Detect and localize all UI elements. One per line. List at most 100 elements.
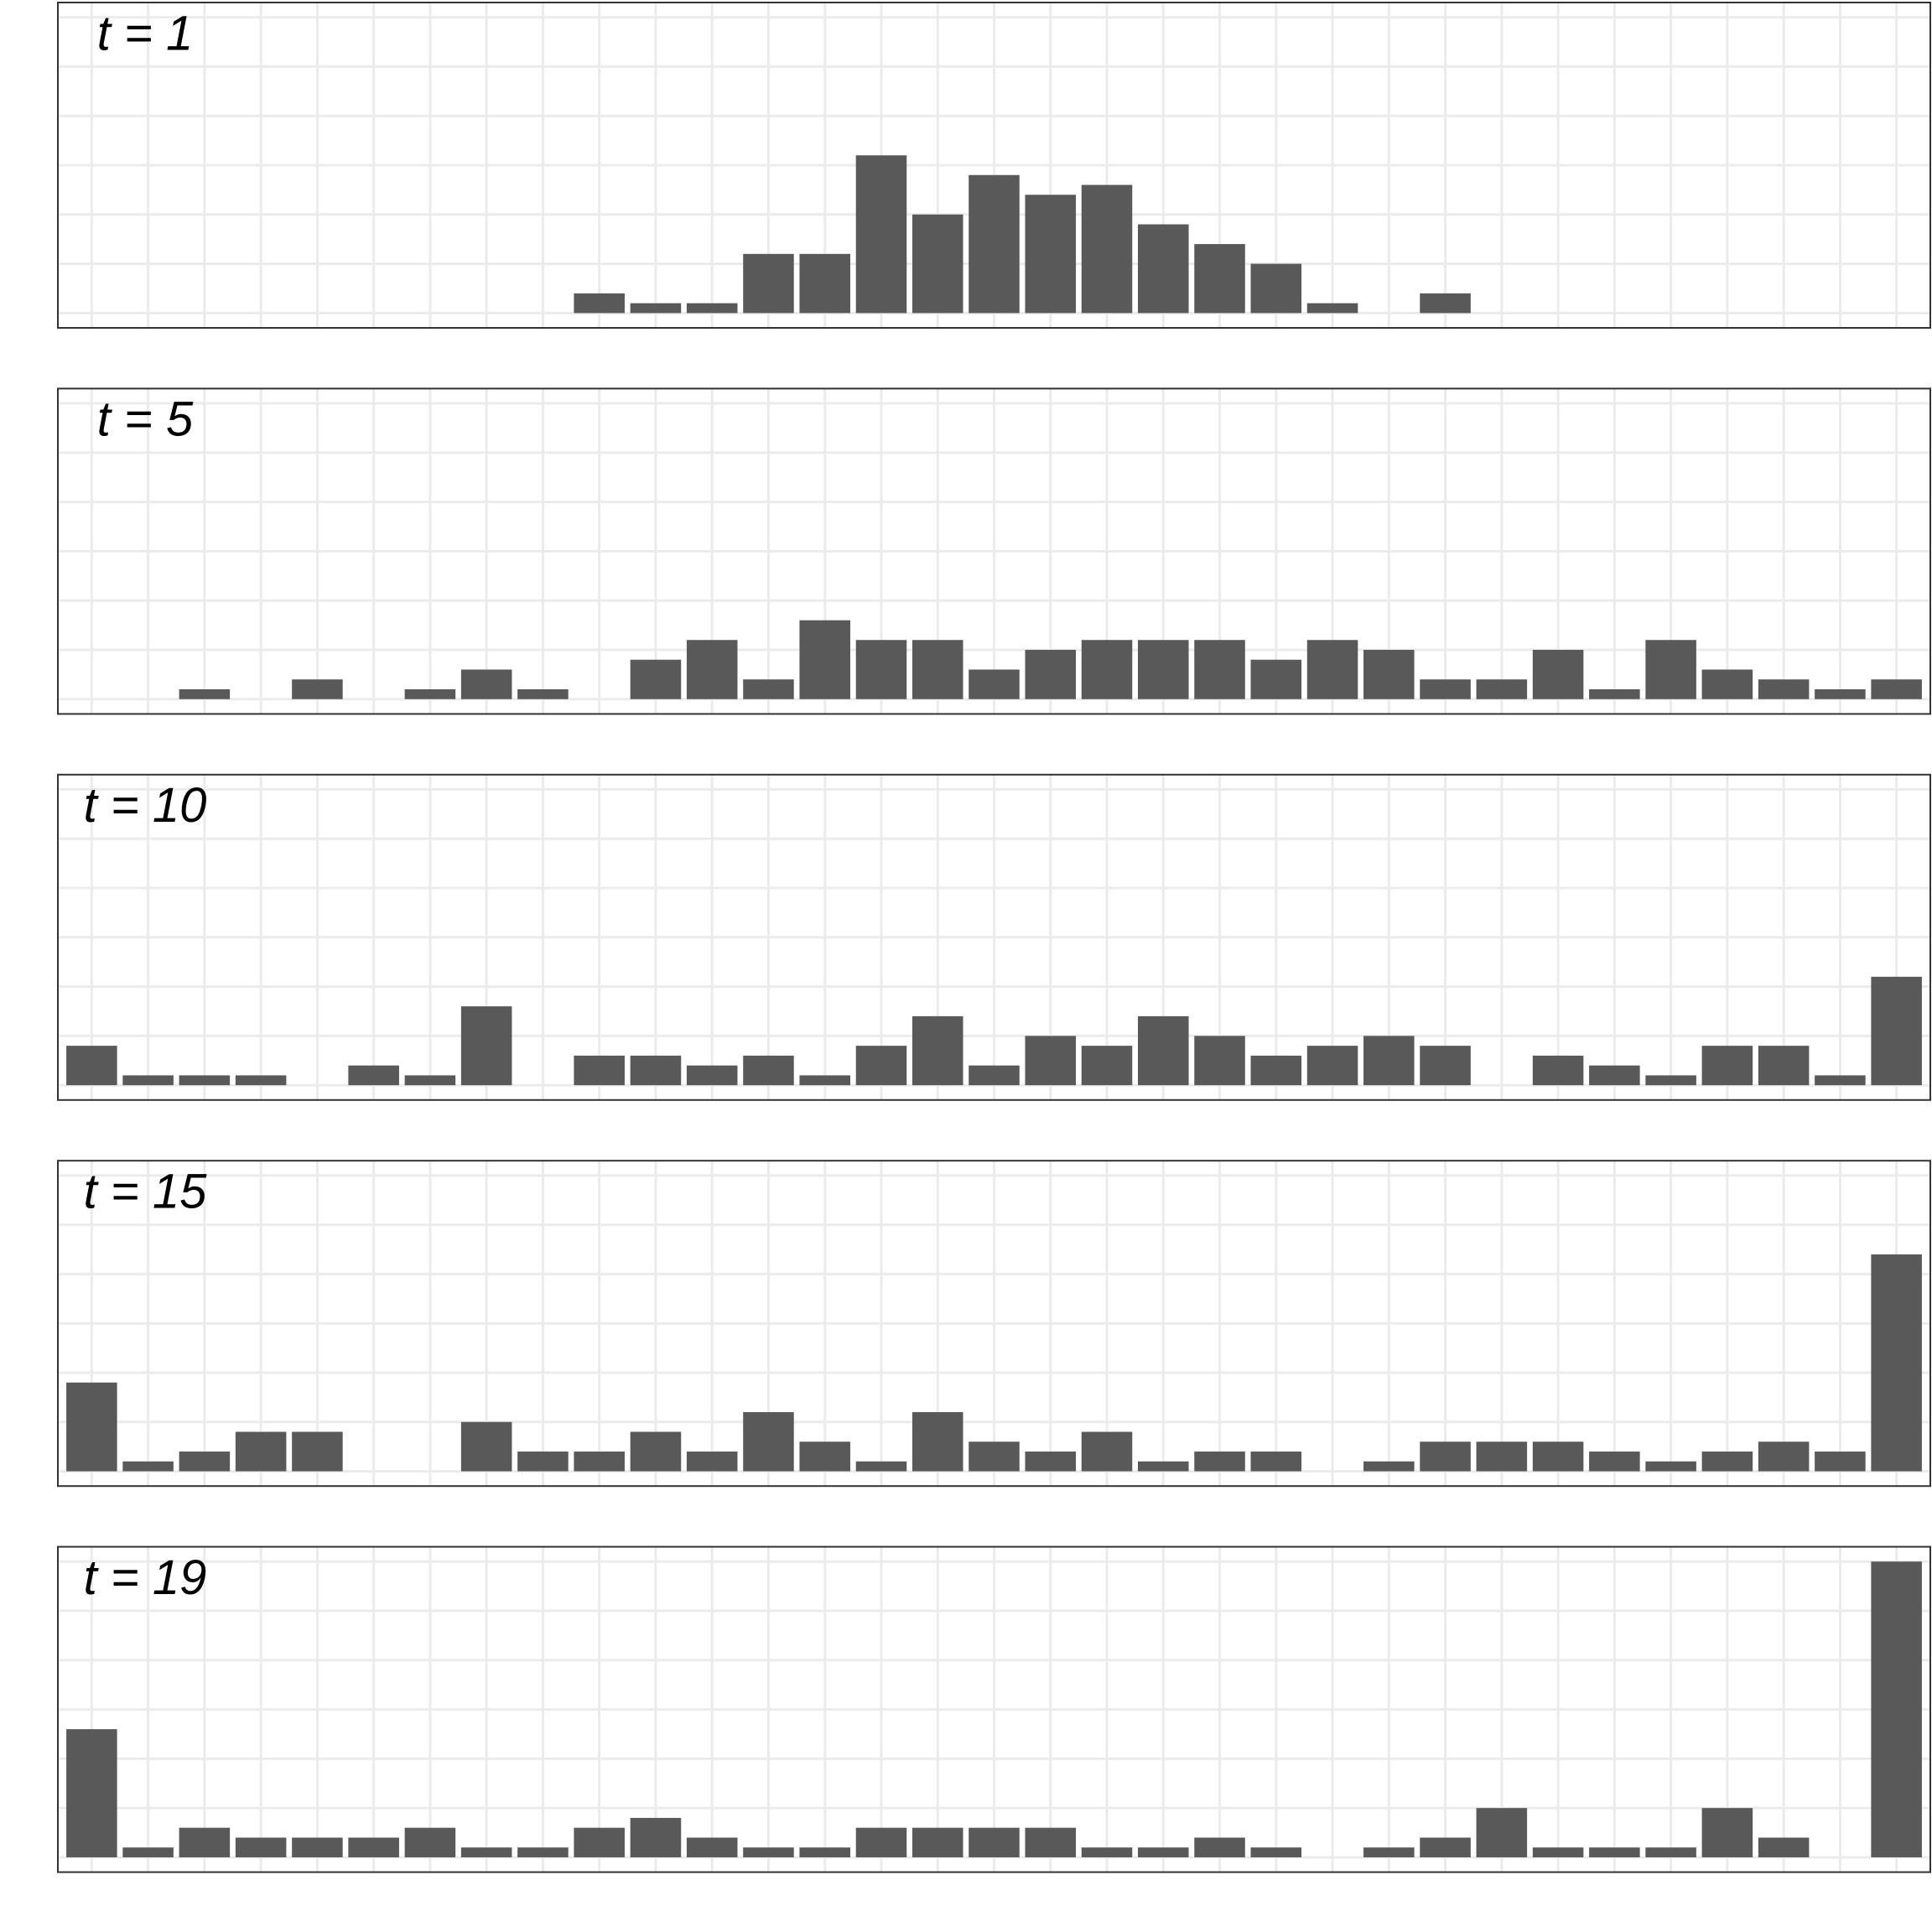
bar: [1701, 1452, 1753, 1472]
bar: [517, 689, 569, 699]
bar: [1138, 1847, 1189, 1857]
bar: [1081, 1431, 1133, 1472]
bar: [574, 1827, 625, 1857]
bar: [686, 1837, 738, 1857]
bar: [1025, 195, 1077, 314]
bar: [1589, 1065, 1640, 1086]
bar: [574, 1055, 625, 1086]
bar: [1420, 293, 1471, 314]
bar: [911, 640, 963, 699]
bar: [743, 1847, 794, 1857]
bar: [1645, 1847, 1696, 1857]
bar: [1306, 303, 1358, 314]
bar: [574, 293, 625, 314]
bar: [1250, 263, 1302, 314]
bar: [743, 253, 794, 314]
panel-border: [57, 1545, 1931, 1873]
bar: [1363, 1847, 1415, 1857]
bar: [1815, 689, 1866, 699]
bar: [630, 1055, 682, 1086]
bar: [1194, 640, 1245, 699]
bar: [1306, 1046, 1358, 1086]
bar: [292, 1431, 343, 1472]
bar: [122, 1461, 174, 1472]
bar: [1476, 1441, 1528, 1472]
bar: [1532, 1847, 1584, 1857]
bar: [743, 1055, 794, 1086]
panel-title: t = 10: [84, 778, 207, 833]
bar: [460, 1421, 512, 1472]
bar: [630, 659, 682, 699]
bar: [1589, 1452, 1640, 1472]
bar: [969, 1441, 1020, 1472]
bar: [1420, 1046, 1471, 1086]
bar: [1701, 669, 1753, 699]
bar: [1589, 1847, 1640, 1857]
bar: [1758, 679, 1810, 699]
bar: [1363, 1036, 1415, 1086]
bar: [404, 1827, 456, 1857]
bar: [122, 1075, 174, 1086]
bar: [517, 1847, 569, 1857]
bar: [686, 640, 738, 699]
bar: [1532, 1055, 1584, 1086]
bar: [799, 1075, 850, 1086]
bar: [686, 303, 738, 314]
bar: [911, 1015, 963, 1086]
panel-border: [57, 1160, 1931, 1488]
bar: [630, 1431, 682, 1472]
bar: [855, 640, 907, 699]
panel-title: t = 15: [84, 1165, 207, 1219]
bar: [799, 253, 850, 314]
bar: [1815, 1075, 1866, 1086]
bar: [1420, 679, 1471, 699]
bar: [911, 214, 963, 314]
panel-border: [57, 2, 1931, 329]
bar: [1194, 1036, 1245, 1086]
bar: [686, 1452, 738, 1472]
bar: [404, 1075, 456, 1086]
bar: [1025, 1452, 1077, 1472]
bar: [1701, 1808, 1753, 1857]
bar: [179, 1452, 231, 1472]
panel-title: t = 5: [97, 392, 194, 447]
bar: [1363, 1461, 1415, 1472]
bar: [1250, 1847, 1302, 1857]
bar: [179, 689, 231, 699]
bar: [911, 1412, 963, 1472]
bar: [799, 1441, 850, 1472]
bar: [1420, 1837, 1471, 1857]
bar: [1476, 679, 1528, 699]
bar: [1194, 244, 1245, 314]
bar: [969, 1827, 1020, 1857]
bar: [574, 1452, 625, 1472]
bar: [1532, 649, 1584, 699]
bar: [1250, 1055, 1302, 1086]
bar: [1250, 659, 1302, 699]
bar: [1025, 1036, 1077, 1086]
bar: [1758, 1837, 1810, 1857]
bar: [1306, 640, 1358, 699]
bar: [1871, 1561, 1922, 1857]
bar: [799, 620, 850, 699]
bar: [1138, 640, 1189, 699]
bar: [1025, 649, 1077, 699]
bar: [1025, 1827, 1077, 1857]
bar: [404, 689, 456, 699]
panel-border: [57, 387, 1931, 715]
bar: [911, 1827, 963, 1857]
bar: [743, 679, 794, 699]
bar: [460, 1847, 512, 1857]
bar: [855, 1461, 907, 1472]
bar: [743, 1412, 794, 1472]
bar: [179, 1827, 231, 1857]
bar: [66, 1382, 117, 1472]
bar: [235, 1075, 287, 1086]
bar: [1701, 1046, 1753, 1086]
bar: [1871, 976, 1922, 1086]
bar: [348, 1065, 399, 1086]
bar: [1758, 1046, 1810, 1086]
bar: [630, 1817, 682, 1857]
bar: [1645, 640, 1696, 699]
